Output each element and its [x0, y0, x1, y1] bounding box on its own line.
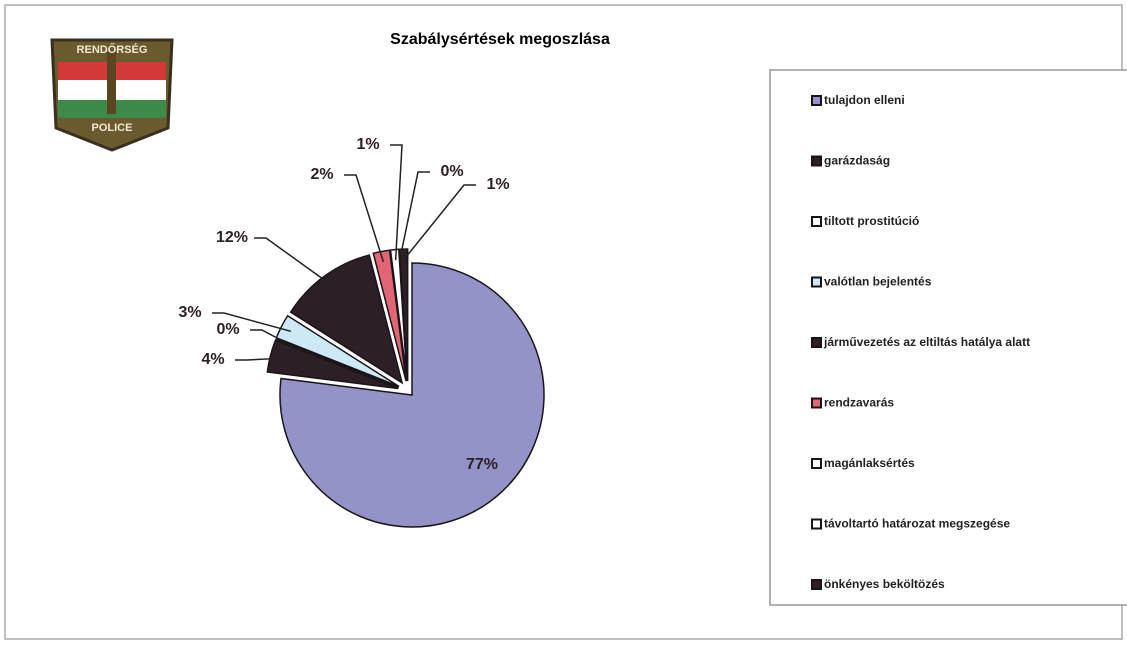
data-label: 1%: [356, 136, 379, 153]
logo: RENDŐRSÉG POLICE: [50, 38, 174, 152]
pie-slice: [398, 248, 409, 382]
legend-swatch: [811, 216, 822, 227]
leader-line: [403, 184, 476, 261]
legend-label: tulajdon elleni: [824, 93, 905, 107]
chart-title: Szabálysértések megoszlása: [390, 31, 610, 48]
sword: [107, 52, 116, 114]
legend-label: valótlan bejelentés: [824, 275, 932, 289]
pie-slice: [266, 338, 399, 390]
data-label: 2%: [310, 166, 333, 183]
pie-slice: [279, 262, 545, 528]
leader-line: [399, 171, 430, 260]
data-label: 12%: [216, 229, 248, 246]
logo-top: RENDŐRSÉG: [77, 43, 148, 56]
pie-slice: [372, 249, 407, 382]
legend-swatch: [811, 458, 822, 469]
data-label: 4%: [201, 351, 224, 368]
data-label: 77%: [466, 456, 498, 473]
legend-label: távoltartó határozat megszegése: [824, 517, 1010, 531]
legend-label: tiltott prostitúció: [824, 214, 919, 228]
legend-swatch: [811, 155, 822, 167]
legend-swatch: [811, 276, 822, 288]
legend-label: önkényes beköltözés: [824, 577, 945, 591]
leader-line: [212, 312, 292, 333]
data-label: 1%: [486, 176, 509, 193]
pie-slice: [275, 314, 400, 388]
legend-swatch: [811, 95, 822, 106]
data-label: 3%: [178, 304, 201, 321]
pie-slice: [275, 338, 399, 389]
legend-label: magánlaksértés: [824, 456, 915, 470]
legend-label: garázdaság: [824, 154, 890, 168]
leader-line: [344, 174, 385, 263]
legend-swatch: [811, 579, 822, 590]
leader-line: [390, 144, 403, 261]
legend-box: [769, 69, 1127, 606]
pie-slice: [289, 254, 404, 385]
legend-swatch: [811, 397, 822, 409]
data-label: 0%: [440, 163, 463, 180]
legend-swatch: [811, 518, 822, 530]
legend-label: járművezetés az eltiltás hatálya alatt: [823, 335, 1030, 349]
logo-bottom: POLICE: [92, 122, 133, 134]
legend-label: rendzavarás: [824, 396, 894, 410]
legend-swatch: [811, 337, 822, 348]
data-label: 0%: [216, 321, 239, 338]
leader-line: [254, 237, 332, 286]
leader-line: [235, 357, 281, 361]
